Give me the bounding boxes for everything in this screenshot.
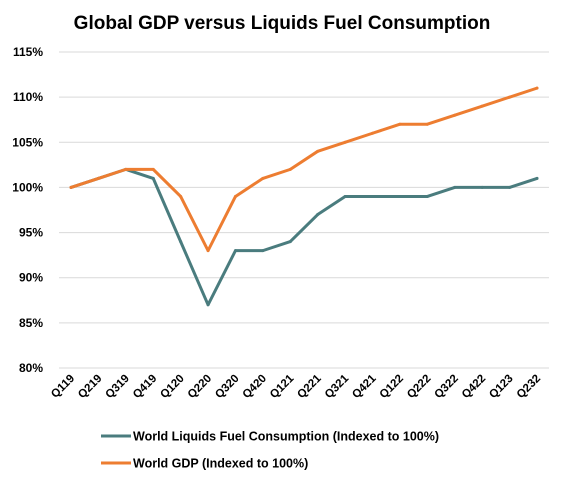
x-tick-label: Q222 xyxy=(405,373,433,401)
y-tick-label: 85% xyxy=(19,316,43,330)
series-lines xyxy=(69,86,539,307)
data-point xyxy=(261,249,265,253)
data-point xyxy=(535,86,539,90)
data-point xyxy=(371,131,375,135)
x-tick-label: Q421 xyxy=(350,372,379,401)
x-tick-label: Q420 xyxy=(241,373,269,401)
legend-item: World GDP (Indexed to 100%) xyxy=(101,457,308,471)
data-point xyxy=(508,185,512,189)
y-tick-label: 110% xyxy=(13,90,43,104)
series-line xyxy=(69,167,539,307)
x-tick-label: Q120 xyxy=(158,373,186,401)
y-tick-label: 115% xyxy=(13,45,43,59)
data-point xyxy=(233,194,237,198)
data-point xyxy=(453,185,457,189)
data-point xyxy=(371,194,375,198)
y-axis-ticks: 80% 85% 90% 95% 100% 105% 110% 115% xyxy=(12,45,43,375)
data-point xyxy=(206,249,210,253)
y-tick-label: 95% xyxy=(19,226,43,240)
y-tick-label: 100% xyxy=(12,180,43,194)
x-tick-label: Q232 xyxy=(515,373,543,401)
x-tick-label: Q123 xyxy=(487,373,515,401)
data-point xyxy=(425,194,429,198)
data-point xyxy=(96,176,100,180)
x-tick-label: Q320 xyxy=(213,373,241,401)
x-tick-label: Q322 xyxy=(433,373,461,401)
x-tick-label: Q121 xyxy=(268,372,297,401)
legend: World Liquids Fuel Consumption (Indexed … xyxy=(101,430,439,471)
x-tick-label: Q422 xyxy=(460,373,488,401)
data-point xyxy=(233,249,237,253)
legend-label: World GDP (Indexed to 100%) xyxy=(133,457,308,471)
data-point xyxy=(261,176,265,180)
x-tick-label: Q219 xyxy=(76,373,104,401)
data-point xyxy=(316,213,320,217)
data-point xyxy=(288,167,292,171)
data-point xyxy=(480,185,484,189)
y-tick-label: 90% xyxy=(19,271,43,285)
x-tick-label: Q319 xyxy=(104,373,132,401)
x-tick-label: Q221 xyxy=(295,372,324,401)
series-line xyxy=(69,86,539,253)
data-point xyxy=(69,185,73,189)
data-point xyxy=(288,240,292,244)
data-point xyxy=(151,176,155,180)
data-point xyxy=(535,176,539,180)
data-point xyxy=(398,194,402,198)
chart-title: Global GDP versus Liquids Fuel Consumpti… xyxy=(74,13,491,34)
y-tick-label: 80% xyxy=(19,361,43,375)
gridlines xyxy=(59,51,549,369)
data-point xyxy=(398,122,402,126)
data-point xyxy=(179,194,183,198)
x-tick-label: Q220 xyxy=(186,373,214,401)
data-point xyxy=(343,140,347,144)
x-tick-label: Q419 xyxy=(131,373,159,401)
series-0 xyxy=(69,167,539,307)
data-point xyxy=(179,240,183,244)
y-tick-label: 105% xyxy=(12,135,43,149)
data-point xyxy=(508,95,512,99)
x-tick-label: Q122 xyxy=(378,373,406,401)
data-point xyxy=(151,167,155,171)
data-point xyxy=(206,303,210,307)
legend-item: World Liquids Fuel Consumption (Indexed … xyxy=(101,430,439,444)
legend-label: World Liquids Fuel Consumption (Indexed … xyxy=(133,430,439,444)
series-1 xyxy=(69,86,539,253)
data-point xyxy=(453,113,457,117)
data-point xyxy=(343,194,347,198)
data-point xyxy=(124,167,128,171)
x-axis-ticks: Q119 Q219 Q319 Q419 Q120 Q220 Q320 Q420 Q121 Q221… xyxy=(49,372,543,401)
x-tick-label: Q119 xyxy=(49,373,77,401)
data-point xyxy=(480,104,484,108)
x-tick-label: Q321 xyxy=(323,372,352,401)
data-point xyxy=(316,149,320,153)
data-point xyxy=(425,122,429,126)
